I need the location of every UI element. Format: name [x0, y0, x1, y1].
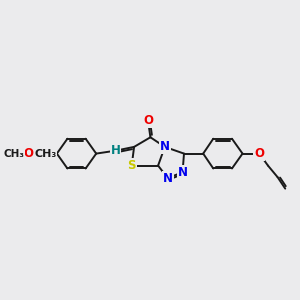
Text: O: O: [143, 114, 153, 127]
Text: CH₃: CH₃: [34, 148, 57, 159]
Text: O: O: [23, 147, 33, 160]
Text: CH₃: CH₃: [3, 148, 24, 159]
Text: O: O: [254, 147, 264, 160]
Text: S: S: [128, 159, 136, 172]
Text: N: N: [178, 166, 188, 179]
Text: N: N: [160, 140, 170, 153]
Text: O: O: [38, 147, 47, 160]
Text: N: N: [163, 172, 173, 184]
Text: H: H: [110, 144, 120, 157]
